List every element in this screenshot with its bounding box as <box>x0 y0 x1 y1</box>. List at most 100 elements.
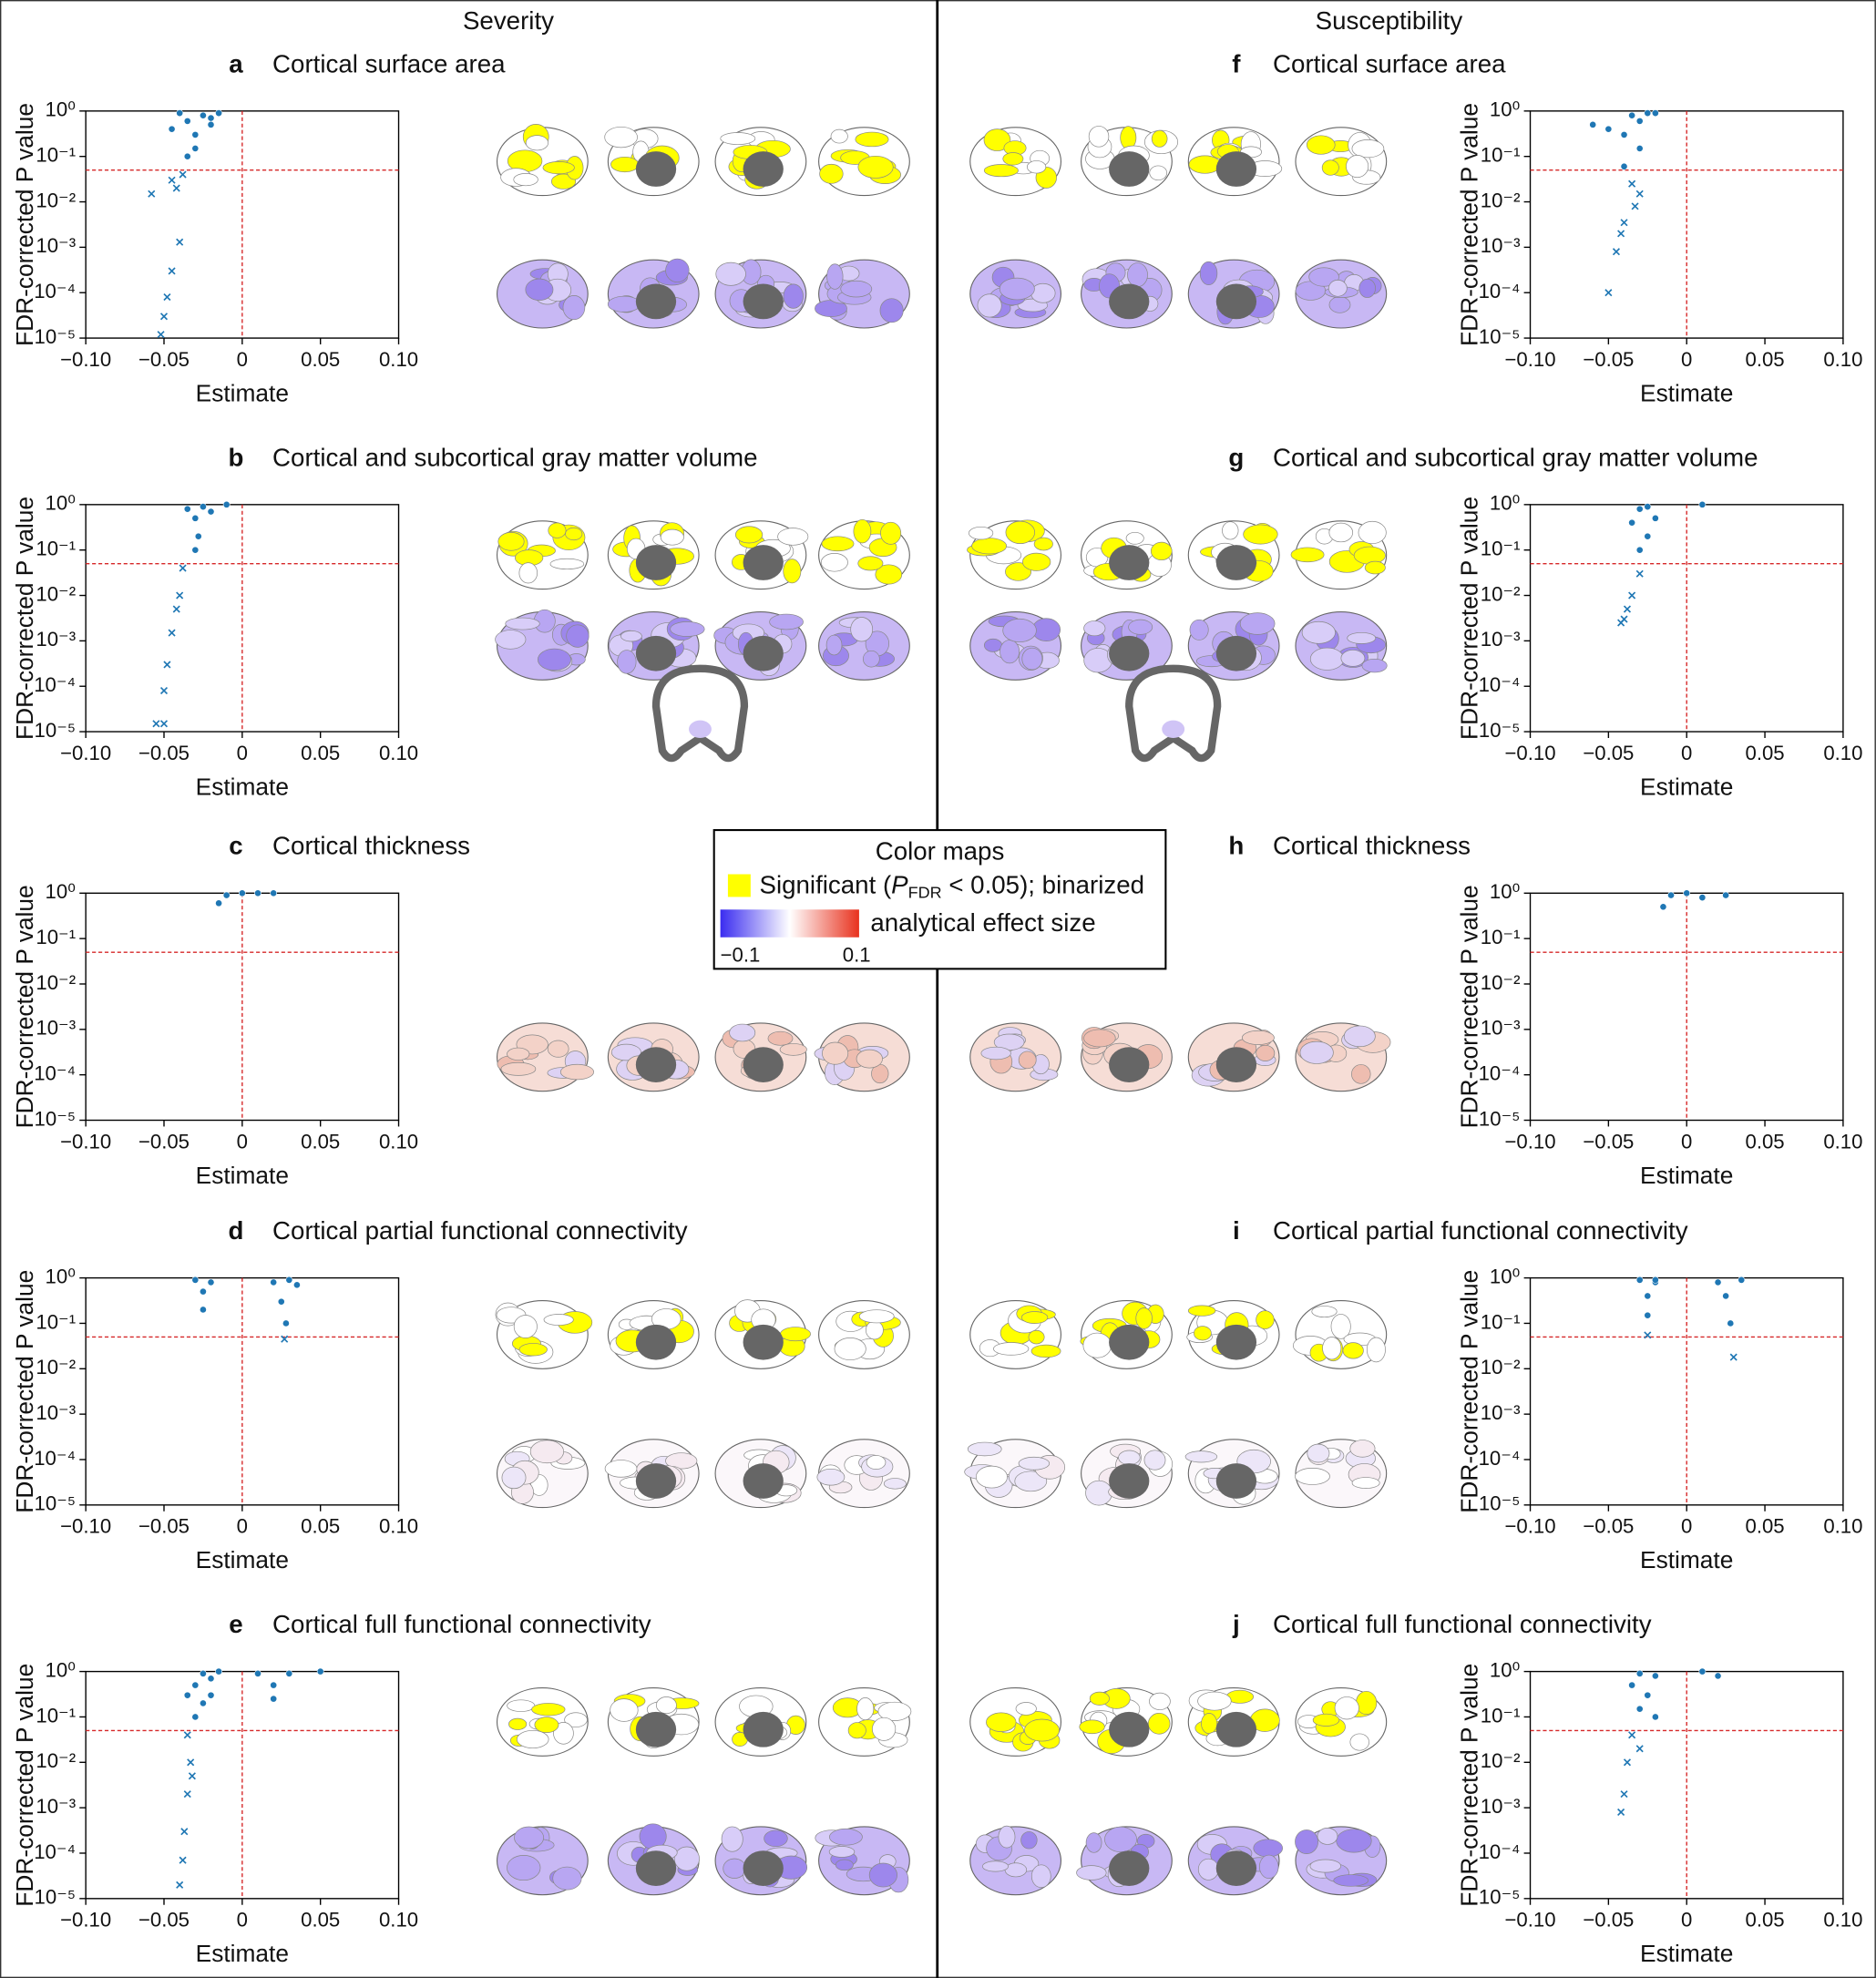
brain <box>815 1826 910 1896</box>
brain-region <box>1135 1307 1153 1329</box>
brain-region <box>875 564 903 585</box>
y-axis-label: FDR-corrected P value <box>1455 885 1482 1128</box>
coronal-slice <box>1125 664 1222 763</box>
brain-region <box>877 1701 912 1721</box>
brain <box>1081 1022 1173 1092</box>
y-tick-label: 10⁻⁵ <box>1479 1492 1521 1515</box>
brain-region <box>879 298 904 323</box>
x-tick-label: 0 <box>237 1130 248 1153</box>
point <box>191 546 200 554</box>
y-axis-label: FDR-corrected P value <box>11 885 38 1128</box>
brain-region <box>1104 1826 1137 1853</box>
brain-region <box>607 295 641 313</box>
point <box>282 1319 290 1327</box>
brain-region <box>1309 1859 1342 1873</box>
panel-letter: j <box>1232 1610 1240 1638</box>
brain <box>496 1826 589 1896</box>
brain-region <box>872 1717 897 1741</box>
brain-region <box>1322 1337 1342 1360</box>
y-tick-label: 10⁻⁴ <box>1479 1840 1521 1863</box>
y-tick-label: 10⁻⁵ <box>35 719 77 742</box>
y-tick-label: 10⁻⁴ <box>34 280 76 302</box>
point <box>1635 1276 1644 1284</box>
brain-region <box>1366 1337 1386 1363</box>
brain <box>495 1299 593 1369</box>
brain <box>969 1299 1062 1369</box>
brain-region <box>1189 619 1209 641</box>
brain-region <box>514 1826 544 1850</box>
brain <box>969 1022 1062 1092</box>
panel-letter: f <box>1232 49 1241 77</box>
brain-region <box>967 1441 1002 1457</box>
brain-region <box>507 1699 536 1712</box>
brain-region <box>1028 1329 1045 1345</box>
brain-region <box>1021 647 1043 671</box>
brain <box>1295 259 1388 329</box>
brain <box>1076 1826 1173 1896</box>
brain-region <box>1184 1450 1218 1463</box>
brain-region <box>1351 139 1385 159</box>
brain-region <box>1018 1456 1051 1471</box>
y-tick-label: 10⁻² <box>1481 189 1521 211</box>
legend-box <box>712 829 1167 970</box>
point-significant <box>1631 202 1639 210</box>
y-axis-label: FDR-corrected P value <box>1455 1664 1482 1907</box>
brain-region <box>969 526 994 540</box>
brain-region <box>721 1826 743 1852</box>
x-axis-label: Estimate <box>1640 1162 1733 1189</box>
column-title: Severity <box>463 6 554 35</box>
point <box>1651 1672 1659 1680</box>
brain-region <box>783 283 804 309</box>
brain-region <box>1089 1691 1110 1706</box>
brain <box>815 259 910 329</box>
brain <box>967 519 1062 590</box>
brain-region <box>543 1314 574 1326</box>
point <box>191 1713 200 1721</box>
point <box>215 109 222 118</box>
panel-letter: g <box>1228 443 1244 471</box>
brain-region <box>734 526 764 544</box>
point-significant <box>159 720 169 728</box>
x-tick-label: 0.05 <box>301 1909 340 1932</box>
x-tick-label: −0.05 <box>138 348 190 371</box>
brain-medial <box>1215 151 1257 187</box>
brain-medial <box>635 1463 677 1499</box>
point-significant <box>179 170 187 179</box>
point-significant <box>1620 219 1628 227</box>
brain-region <box>547 1040 569 1058</box>
brain-region <box>1033 537 1053 551</box>
point <box>215 1667 222 1676</box>
brain <box>1081 1439 1173 1509</box>
brain-region <box>981 1860 1010 1872</box>
brain-region <box>1256 1044 1276 1061</box>
y-tick-label: 10⁻⁵ <box>35 325 77 348</box>
point <box>270 1681 278 1689</box>
brain-region <box>1347 631 1377 644</box>
brain-medial <box>1109 283 1150 320</box>
point-significant <box>1635 569 1644 578</box>
x-tick-label: −0.05 <box>1583 348 1634 371</box>
y-tick-label: 10⁻⁵ <box>35 1492 77 1515</box>
brain-region <box>525 135 549 151</box>
brain <box>816 1439 910 1509</box>
x-tick-label: −0.10 <box>60 1130 111 1153</box>
brain <box>1290 520 1388 590</box>
brain-region <box>847 1722 866 1739</box>
subcortical-region <box>1162 720 1185 738</box>
y-tick-label: 10⁰ <box>46 880 77 903</box>
x-tick-label: 0 <box>237 348 248 371</box>
panel-letter: h <box>1228 832 1244 860</box>
brain-region <box>1083 620 1106 637</box>
y-tick-label: 10⁻¹ <box>36 144 76 167</box>
brain-region <box>1312 1713 1340 1727</box>
column-title: Susceptibility <box>1316 6 1463 35</box>
point-significant <box>168 629 176 637</box>
point <box>168 125 176 133</box>
y-tick-label: 10⁻³ <box>1481 1795 1521 1818</box>
brain-region <box>660 528 684 546</box>
y-tick-label: 10⁻² <box>1481 1356 1521 1378</box>
brain <box>604 126 700 197</box>
point <box>1644 532 1652 540</box>
panel-title: Cortical thickness <box>1273 832 1471 860</box>
point-significant <box>188 1772 196 1780</box>
